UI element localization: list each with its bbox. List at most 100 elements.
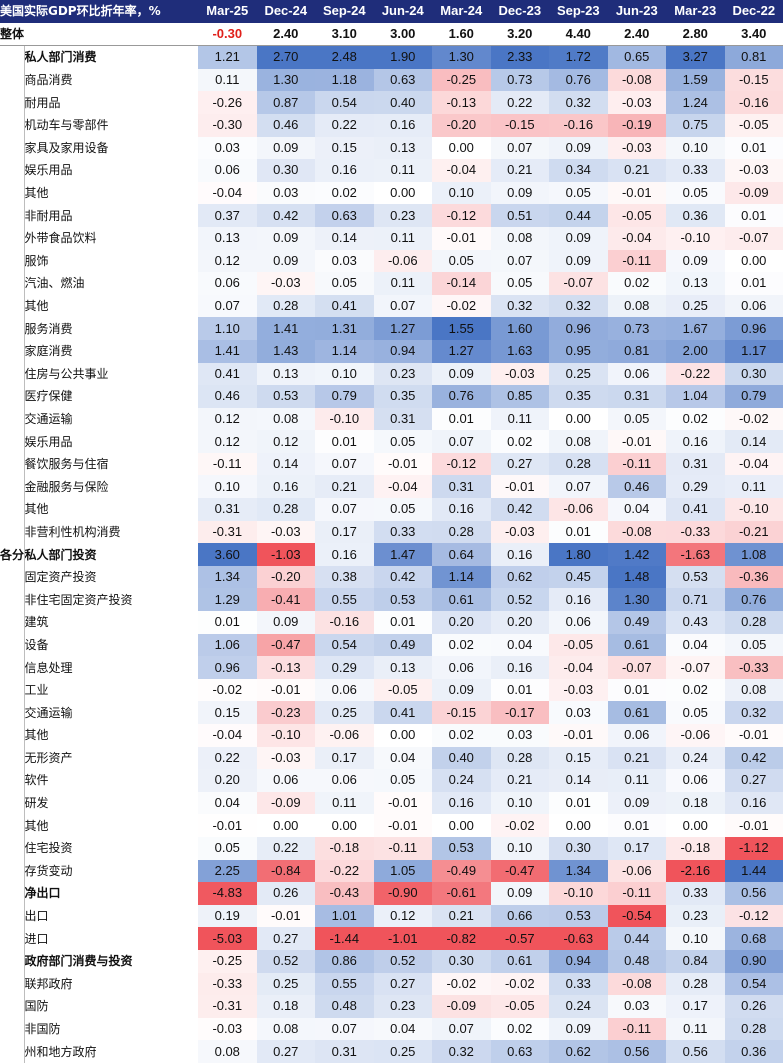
table-row: 研发 0.04 -0.09 0.11 -0.01 0.16 0.10 0.01 0.09 0.18… xyxy=(0,791,783,815)
value-cell: 0.07 xyxy=(373,294,433,318)
value-cell: 0.41 xyxy=(666,498,725,521)
value-cell: 0.53 xyxy=(256,385,316,408)
value-cell: -0.10 xyxy=(724,498,783,521)
row-label: 存货变动 xyxy=(24,863,73,878)
value-cell: 0.06 xyxy=(256,769,316,792)
value-cell: -0.22 xyxy=(315,859,374,883)
value-cell: 2.70 xyxy=(256,45,316,69)
row-label: 研发 xyxy=(24,796,49,811)
value-cell: 0.10 xyxy=(490,836,550,860)
value-cell: 1.59 xyxy=(666,68,725,92)
value-cell: 0.27 xyxy=(373,972,433,996)
value-cell: 0.29 xyxy=(666,475,725,499)
value-cell: -0.20 xyxy=(432,113,491,137)
value-cell: -0.08 xyxy=(607,68,667,92)
table-row: 交通运输 0.15 -0.23 0.25 0.41 -0.15 -0.17 0.03 0.61 0… xyxy=(0,701,783,724)
value-cell: 1.80 xyxy=(549,543,608,566)
value-cell: 0.42 xyxy=(256,204,316,227)
column-header: Jun-24 xyxy=(373,0,433,23)
value-cell: 0.28 xyxy=(490,746,550,770)
value-cell: -1.63 xyxy=(666,543,725,566)
value-cell: 0.16 xyxy=(490,543,550,566)
value-cell: 1.08 xyxy=(724,543,783,566)
value-cell: -0.84 xyxy=(256,859,316,883)
value-cell: 0.09 xyxy=(549,226,608,250)
value-cell: 0.41 xyxy=(198,362,257,386)
row-label: 家具及家用设备 xyxy=(24,140,109,155)
value-cell: 0.37 xyxy=(198,204,257,227)
value-cell: 0.61 xyxy=(432,588,491,612)
value-cell: 0.42 xyxy=(490,498,550,521)
value-cell: 0.73 xyxy=(607,317,667,340)
value-cell: 0.10 xyxy=(490,791,550,815)
value-cell: 0.09 xyxy=(666,249,725,273)
table-row: 设备 1.06 -0.47 0.54 0.49 0.02 0.04 -0.05 0.61 0.04… xyxy=(0,633,783,657)
value-cell: 1.14 xyxy=(315,339,374,363)
value-cell: 0.10 xyxy=(666,927,725,950)
table-row: 机动车与零部件 -0.30 0.46 0.22 0.16 -0.20 -0.15 -0.16-… xyxy=(0,113,783,137)
value-cell: -0.03 xyxy=(607,91,667,114)
value-cell: 0.32 xyxy=(432,1040,491,1063)
table-row: 其他 0.07 0.28 0.41 0.07 -0.02 0.32 0.32 0.08 0.25 0… xyxy=(0,294,783,318)
value-cell: 0.51 xyxy=(490,204,550,227)
value-cell: 0.30 xyxy=(549,836,608,860)
value-cell: -0.01 xyxy=(256,678,316,702)
value-cell: 0.23 xyxy=(373,204,433,227)
value-cell: 0.04 xyxy=(373,1017,433,1041)
column-header: Mar-23 xyxy=(666,0,725,23)
value-cell: 0.23 xyxy=(666,904,725,928)
value-cell: 0.29 xyxy=(315,656,374,679)
value-cell: 0.61 xyxy=(607,701,667,724)
value-cell: 1.01 xyxy=(315,904,374,928)
value-cell: 0.32 xyxy=(549,294,608,318)
value-cell: 0.56 xyxy=(607,1040,667,1063)
value-cell: -0.82 xyxy=(432,927,491,950)
value-cell: -1.03 xyxy=(256,543,316,566)
value-cell: 0.05 xyxy=(607,407,667,431)
value-cell: -0.25 xyxy=(198,949,257,973)
value-cell: -0.33 xyxy=(198,972,257,996)
value-cell: 0.63 xyxy=(373,68,433,92)
row-label: 私人部门投资 xyxy=(24,547,97,562)
value-cell: 0.81 xyxy=(724,45,783,69)
value-cell: 0.07 xyxy=(432,430,491,453)
value-cell: -0.01 xyxy=(373,452,433,476)
value-cell: -0.10 xyxy=(315,407,374,431)
value-cell: -0.26 xyxy=(198,91,257,114)
value-cell: -0.01 xyxy=(607,430,667,453)
value-cell: 0.01 xyxy=(432,407,491,431)
value-cell: 1.55 xyxy=(432,317,491,340)
value-cell: 1.06 xyxy=(198,633,257,657)
value-cell: -0.01 xyxy=(373,814,433,837)
row-label: 汽油、燃油 xyxy=(24,276,85,291)
value-cell: 0.76 xyxy=(549,68,608,92)
value-cell: 0.25 xyxy=(256,972,316,996)
value-cell: 0.01 xyxy=(724,272,783,295)
value-cell: 0.11 xyxy=(373,226,433,250)
value-cell: 0.07 xyxy=(198,294,257,318)
value-cell: 0.11 xyxy=(198,68,257,92)
row-label: 非国防 xyxy=(24,1022,61,1037)
value-cell: 0.18 xyxy=(666,791,725,815)
value-cell: 0.45 xyxy=(549,565,608,589)
value-cell: 0.02 xyxy=(666,407,725,431)
value-cell: 0.01 xyxy=(373,611,433,634)
row-label: 商品消费 xyxy=(24,73,73,88)
value-cell: 0.08 xyxy=(198,1040,257,1063)
value-cell: 0.08 xyxy=(256,1017,316,1041)
value-cell: 0.31 xyxy=(607,385,667,408)
table-row: 商品消费 0.11 1.30 1.18 0.63 -0.25 0.73 0.76 -0.08 1.… xyxy=(0,68,783,92)
value-cell: 0.20 xyxy=(432,611,491,634)
value-cell: 0.17 xyxy=(315,746,374,770)
value-cell: 0.01 xyxy=(315,430,374,453)
value-cell: 1.48 xyxy=(607,565,667,589)
table-row: 国防 -0.31 0.18 0.48 0.23 -0.09 -0.05 0.24 0.03 0.1… xyxy=(0,995,783,1018)
value-cell: 0.16 xyxy=(490,656,550,679)
value-cell: 0.05 xyxy=(315,272,374,295)
value-cell: -0.16 xyxy=(549,113,608,137)
value-cell: 0.24 xyxy=(432,769,491,792)
overall-value: 3.40 xyxy=(724,22,783,47)
value-cell: 0.06 xyxy=(198,272,257,295)
value-cell: 0.40 xyxy=(373,91,433,114)
value-cell: 0.22 xyxy=(315,113,374,137)
